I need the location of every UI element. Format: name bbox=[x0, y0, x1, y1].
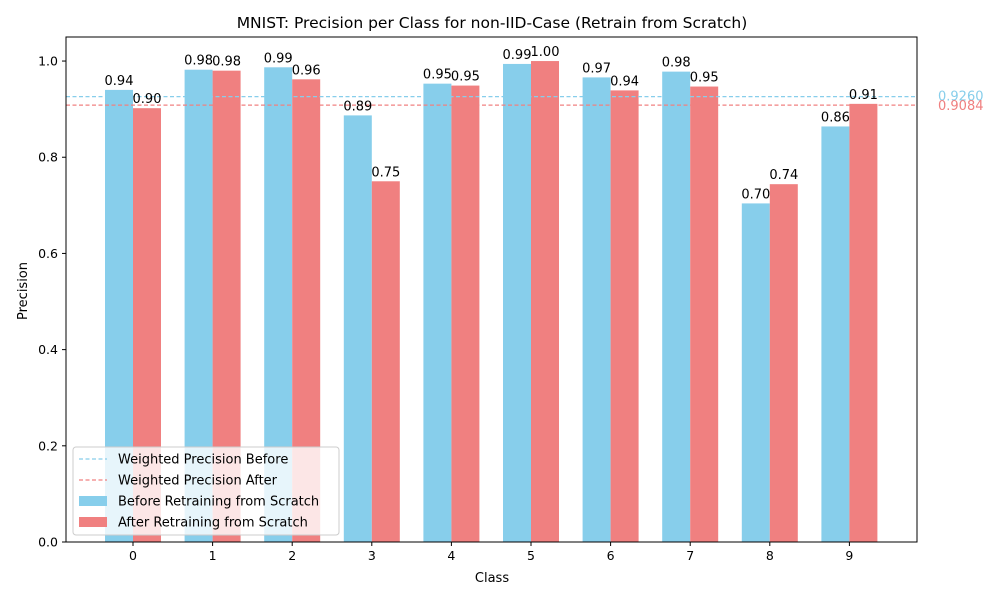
y-tick-label: 0.6 bbox=[38, 246, 58, 261]
reference-line-label-0: 0.9260 bbox=[938, 90, 984, 105]
y-tick-label: 0.2 bbox=[38, 438, 58, 453]
x-tick-label: 5 bbox=[527, 548, 535, 563]
legend: Weighted Precision Before Weighted Precis… bbox=[72, 446, 340, 536]
bar-series-1-class-4 bbox=[451, 85, 480, 543]
data-label-series-1-class-6: 0.94 bbox=[610, 74, 639, 89]
bar-series-0-class-8 bbox=[741, 203, 770, 542]
axes-layer: 0.00.20.40.60.81.00 1 2 3 4 5 6 7 8 9 bbox=[38, 36, 918, 563]
bar-series-0-class-3 bbox=[343, 115, 372, 543]
chart-title: MNIST: Precision per Class for non-IID-C… bbox=[237, 14, 748, 32]
data-label-series-1-class-3: 0.75 bbox=[371, 165, 400, 180]
data-label-series-0-class-1: 0.98 bbox=[184, 54, 213, 69]
x-tick-label: 2 bbox=[288, 548, 296, 563]
y-tick-label: 1.0 bbox=[38, 54, 58, 69]
data-label-series-1-class-5: 1.00 bbox=[531, 45, 560, 60]
x-tick-label: 0 bbox=[129, 548, 137, 563]
reference-line-label-1: 0.9084 bbox=[938, 99, 984, 114]
y-tick-label: 0.8 bbox=[38, 150, 58, 165]
plot-frame bbox=[65, 36, 918, 543]
legend-entry-label-3: After Retraining from Scratch bbox=[118, 516, 308, 531]
data-label-series-0-class-3: 0.89 bbox=[343, 99, 372, 114]
legend-entry-label-2: Before Retraining from Scratch bbox=[118, 495, 319, 510]
bar-series-0-class-6 bbox=[582, 77, 611, 543]
data-label-series-1-class-2: 0.96 bbox=[292, 63, 321, 78]
bar-series-0-class-9 bbox=[821, 126, 850, 542]
bar-series-1-class-6 bbox=[610, 90, 639, 542]
y-axis-title: Precision bbox=[16, 262, 31, 320]
data-labels-layer: 0.94 0.98 0.99 0.89 0.95 0.99 0.97 0.98 0.70 0.86… bbox=[105, 45, 878, 202]
data-label-series-0-class-7: 0.98 bbox=[662, 56, 691, 71]
legend-patch-swatch-3 bbox=[79, 517, 107, 527]
legend-entry-label-1: Weighted Precision After bbox=[118, 474, 278, 489]
data-label-series-1-class-8: 0.74 bbox=[769, 168, 798, 183]
data-label-series-1-class-1: 0.98 bbox=[212, 55, 241, 70]
x-tick-label: 4 bbox=[447, 548, 455, 563]
data-label-series-0-class-0: 0.94 bbox=[105, 74, 134, 89]
bar-series-1-class-5 bbox=[531, 61, 559, 543]
x-tick-label: 1 bbox=[209, 548, 217, 563]
data-label-series-0-class-9: 0.86 bbox=[821, 110, 850, 125]
data-label-series-1-class-0: 0.90 bbox=[133, 92, 162, 107]
bar-series-1-class-3 bbox=[371, 181, 400, 543]
y-tick-label: 0.4 bbox=[38, 342, 58, 357]
x-tick-label: 6 bbox=[607, 548, 615, 563]
x-tick-label: 8 bbox=[766, 548, 774, 563]
legend-box bbox=[72, 446, 340, 536]
data-label-series-0-class-5: 0.99 bbox=[503, 48, 532, 63]
legend-entry-label-0: Weighted Precision Before bbox=[118, 453, 288, 468]
bar-series-0-class-7 bbox=[662, 71, 691, 542]
y-tick-label: 0.0 bbox=[38, 535, 58, 550]
x-tick-label: 3 bbox=[368, 548, 376, 563]
data-label-series-1-class-4: 0.95 bbox=[451, 70, 480, 85]
bar-series-1-class-7 bbox=[690, 86, 719, 543]
bar-series-0-class-4 bbox=[423, 83, 452, 543]
data-label-series-0-class-8: 0.70 bbox=[741, 187, 770, 202]
bar-series-1-class-8 bbox=[769, 184, 798, 542]
data-label-series-1-class-9: 0.91 bbox=[849, 88, 878, 103]
x-axis-title: Class bbox=[475, 571, 509, 586]
x-tick-label: 9 bbox=[845, 548, 853, 563]
bar-series-0-class-5 bbox=[503, 63, 531, 542]
legend-patch-swatch-2 bbox=[79, 496, 107, 506]
bar-series-1-class-9 bbox=[849, 103, 878, 542]
data-label-series-0-class-2: 0.99 bbox=[264, 51, 293, 66]
data-label-series-0-class-6: 0.97 bbox=[582, 61, 611, 76]
x-tick-label: 7 bbox=[686, 548, 694, 563]
data-label-series-0-class-4: 0.95 bbox=[423, 68, 452, 83]
data-label-series-1-class-7: 0.95 bbox=[690, 71, 719, 86]
